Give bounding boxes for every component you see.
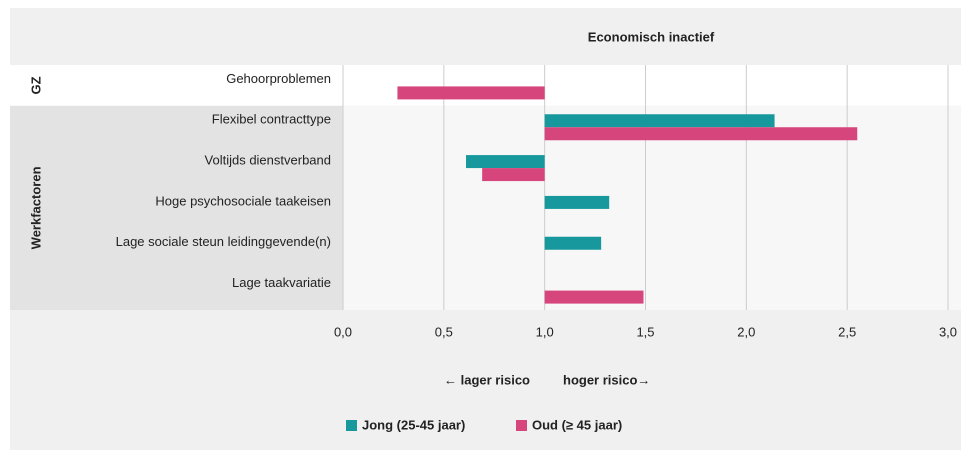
bar (466, 155, 545, 169)
plot-band (343, 65, 961, 106)
annotation: ← lager risico (444, 372, 530, 387)
bar (544, 290, 644, 304)
category-label: Gehoorproblemen (226, 71, 331, 86)
x-tick-label: 2,0 (737, 324, 755, 339)
x-tick-label: 0,0 (334, 324, 352, 339)
x-tick-label: 2,5 (838, 324, 856, 339)
x-tick-label: 0,5 (435, 324, 453, 339)
category-label: Flexibel contracttype (212, 112, 331, 127)
group-label: GZ (28, 76, 43, 94)
group-band (10, 65, 343, 106)
bar (544, 127, 858, 141)
legend-label: Oud (≥ 45 jaar) (532, 417, 622, 432)
bar (544, 114, 775, 128)
legend-swatch (516, 420, 527, 431)
group-band (10, 105, 343, 310)
category-label: Voltijds dienstverband (205, 153, 331, 168)
bar (482, 168, 545, 182)
legend-label: Jong (25-45 jaar) (362, 417, 465, 432)
category-label: Lage taakvariatie (232, 275, 331, 290)
category-label: Lage sociale steun leidinggevende(n) (116, 234, 331, 249)
bar (544, 195, 610, 209)
chart-title: Economisch inactief (588, 29, 715, 44)
group-label: Werkfactoren (28, 166, 43, 249)
annotation: hoger risico→ (563, 372, 650, 387)
x-tick-label: 3,0 (939, 324, 957, 339)
bar (397, 86, 545, 100)
bar (544, 236, 602, 250)
x-tick-label: 1,5 (636, 324, 654, 339)
x-tick-label: 1,0 (536, 324, 554, 339)
legend-swatch (346, 420, 357, 431)
category-label: Hoge psychosociale taakeisen (155, 193, 331, 208)
